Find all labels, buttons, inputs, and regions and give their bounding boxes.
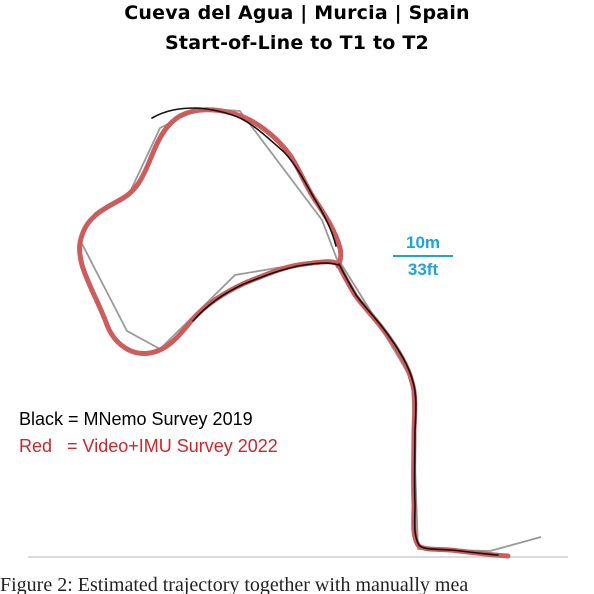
title-line-1: Cueva del Agua | Murcia | Spain — [124, 2, 470, 24]
legend-mnemo-entry: Black = MNemo Survey 2019 — [19, 409, 253, 429]
scale-bar-line — [393, 255, 453, 257]
survey-station-polyline — [79, 107, 542, 552]
title-line-2: Start-of-Line to T1 to T2 — [165, 32, 429, 54]
scale-bar-metric-label: 10m — [405, 233, 441, 252]
mnemo-survey-trajectory — [151, 107, 499, 556]
legend-video-imu-entry: Red = Video+IMU Survey 2022 — [19, 436, 278, 456]
scale-bar-imperial-label: 33ft — [407, 260, 439, 279]
figure-caption: Figure 2: Estimated trajectory together … — [0, 574, 469, 594]
video-imu-trajectory — [77, 107, 511, 559]
